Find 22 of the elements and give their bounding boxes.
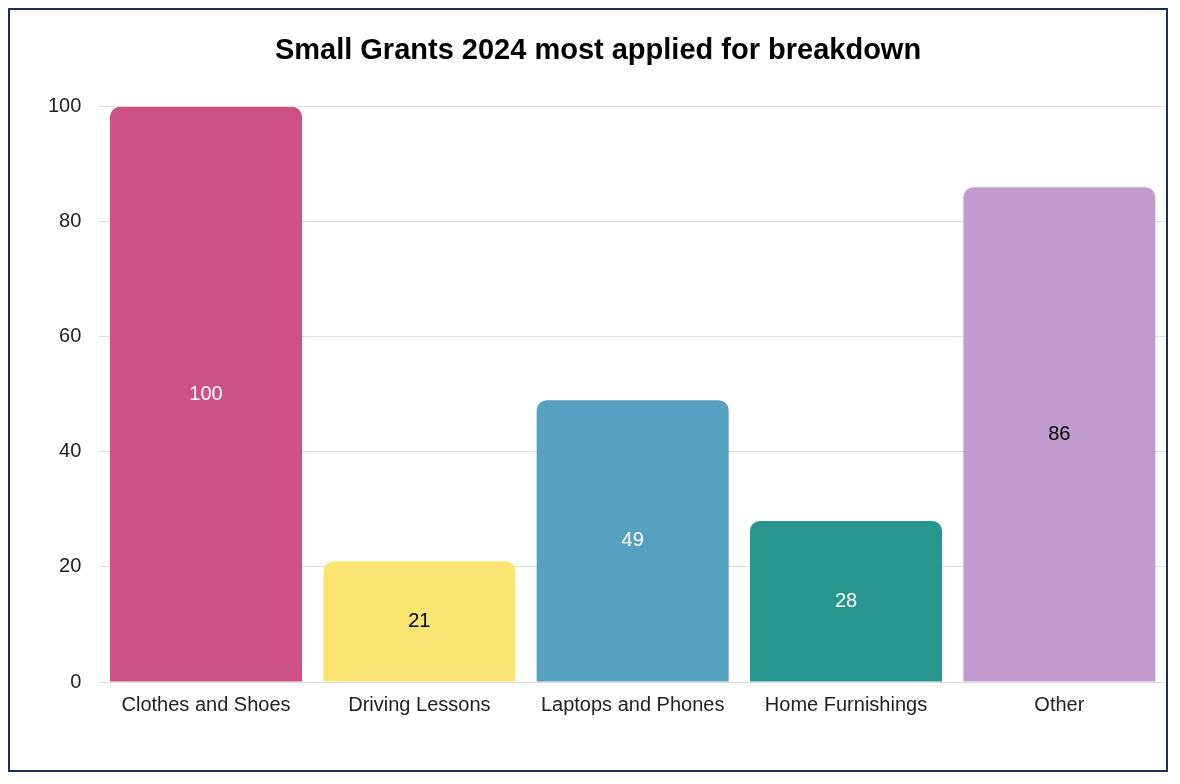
- bar: [536, 400, 729, 682]
- data-label: 21: [408, 608, 431, 631]
- bar: [110, 106, 303, 682]
- y-tick-label: 60: [59, 324, 82, 347]
- y-tick-label: 80: [59, 209, 82, 232]
- chart-title: Small Grants 2024 most applied for breakdown: [274, 33, 922, 66]
- data-label: 28: [834, 588, 858, 611]
- y-tick-label: 40: [59, 439, 82, 462]
- y-tick-label: 0: [70, 669, 82, 692]
- data-label: 100: [189, 381, 223, 404]
- y-tick-label: 100: [47, 94, 82, 117]
- bar: [750, 520, 943, 682]
- data-label: 49: [621, 528, 644, 551]
- data-label: 86: [1048, 421, 1071, 444]
- x-tick-label: Home Furnishings: [764, 692, 928, 715]
- bar: [323, 561, 516, 682]
- y-tick-label: 20: [59, 554, 82, 577]
- x-tick-label: Laptops and Phones: [540, 692, 725, 715]
- x-tick-label: Clothes and Shoes: [121, 692, 291, 715]
- bar: [963, 187, 1156, 682]
- x-tick-label: Driving Lessons: [348, 692, 491, 715]
- x-tick-label: Other: [1034, 692, 1085, 715]
